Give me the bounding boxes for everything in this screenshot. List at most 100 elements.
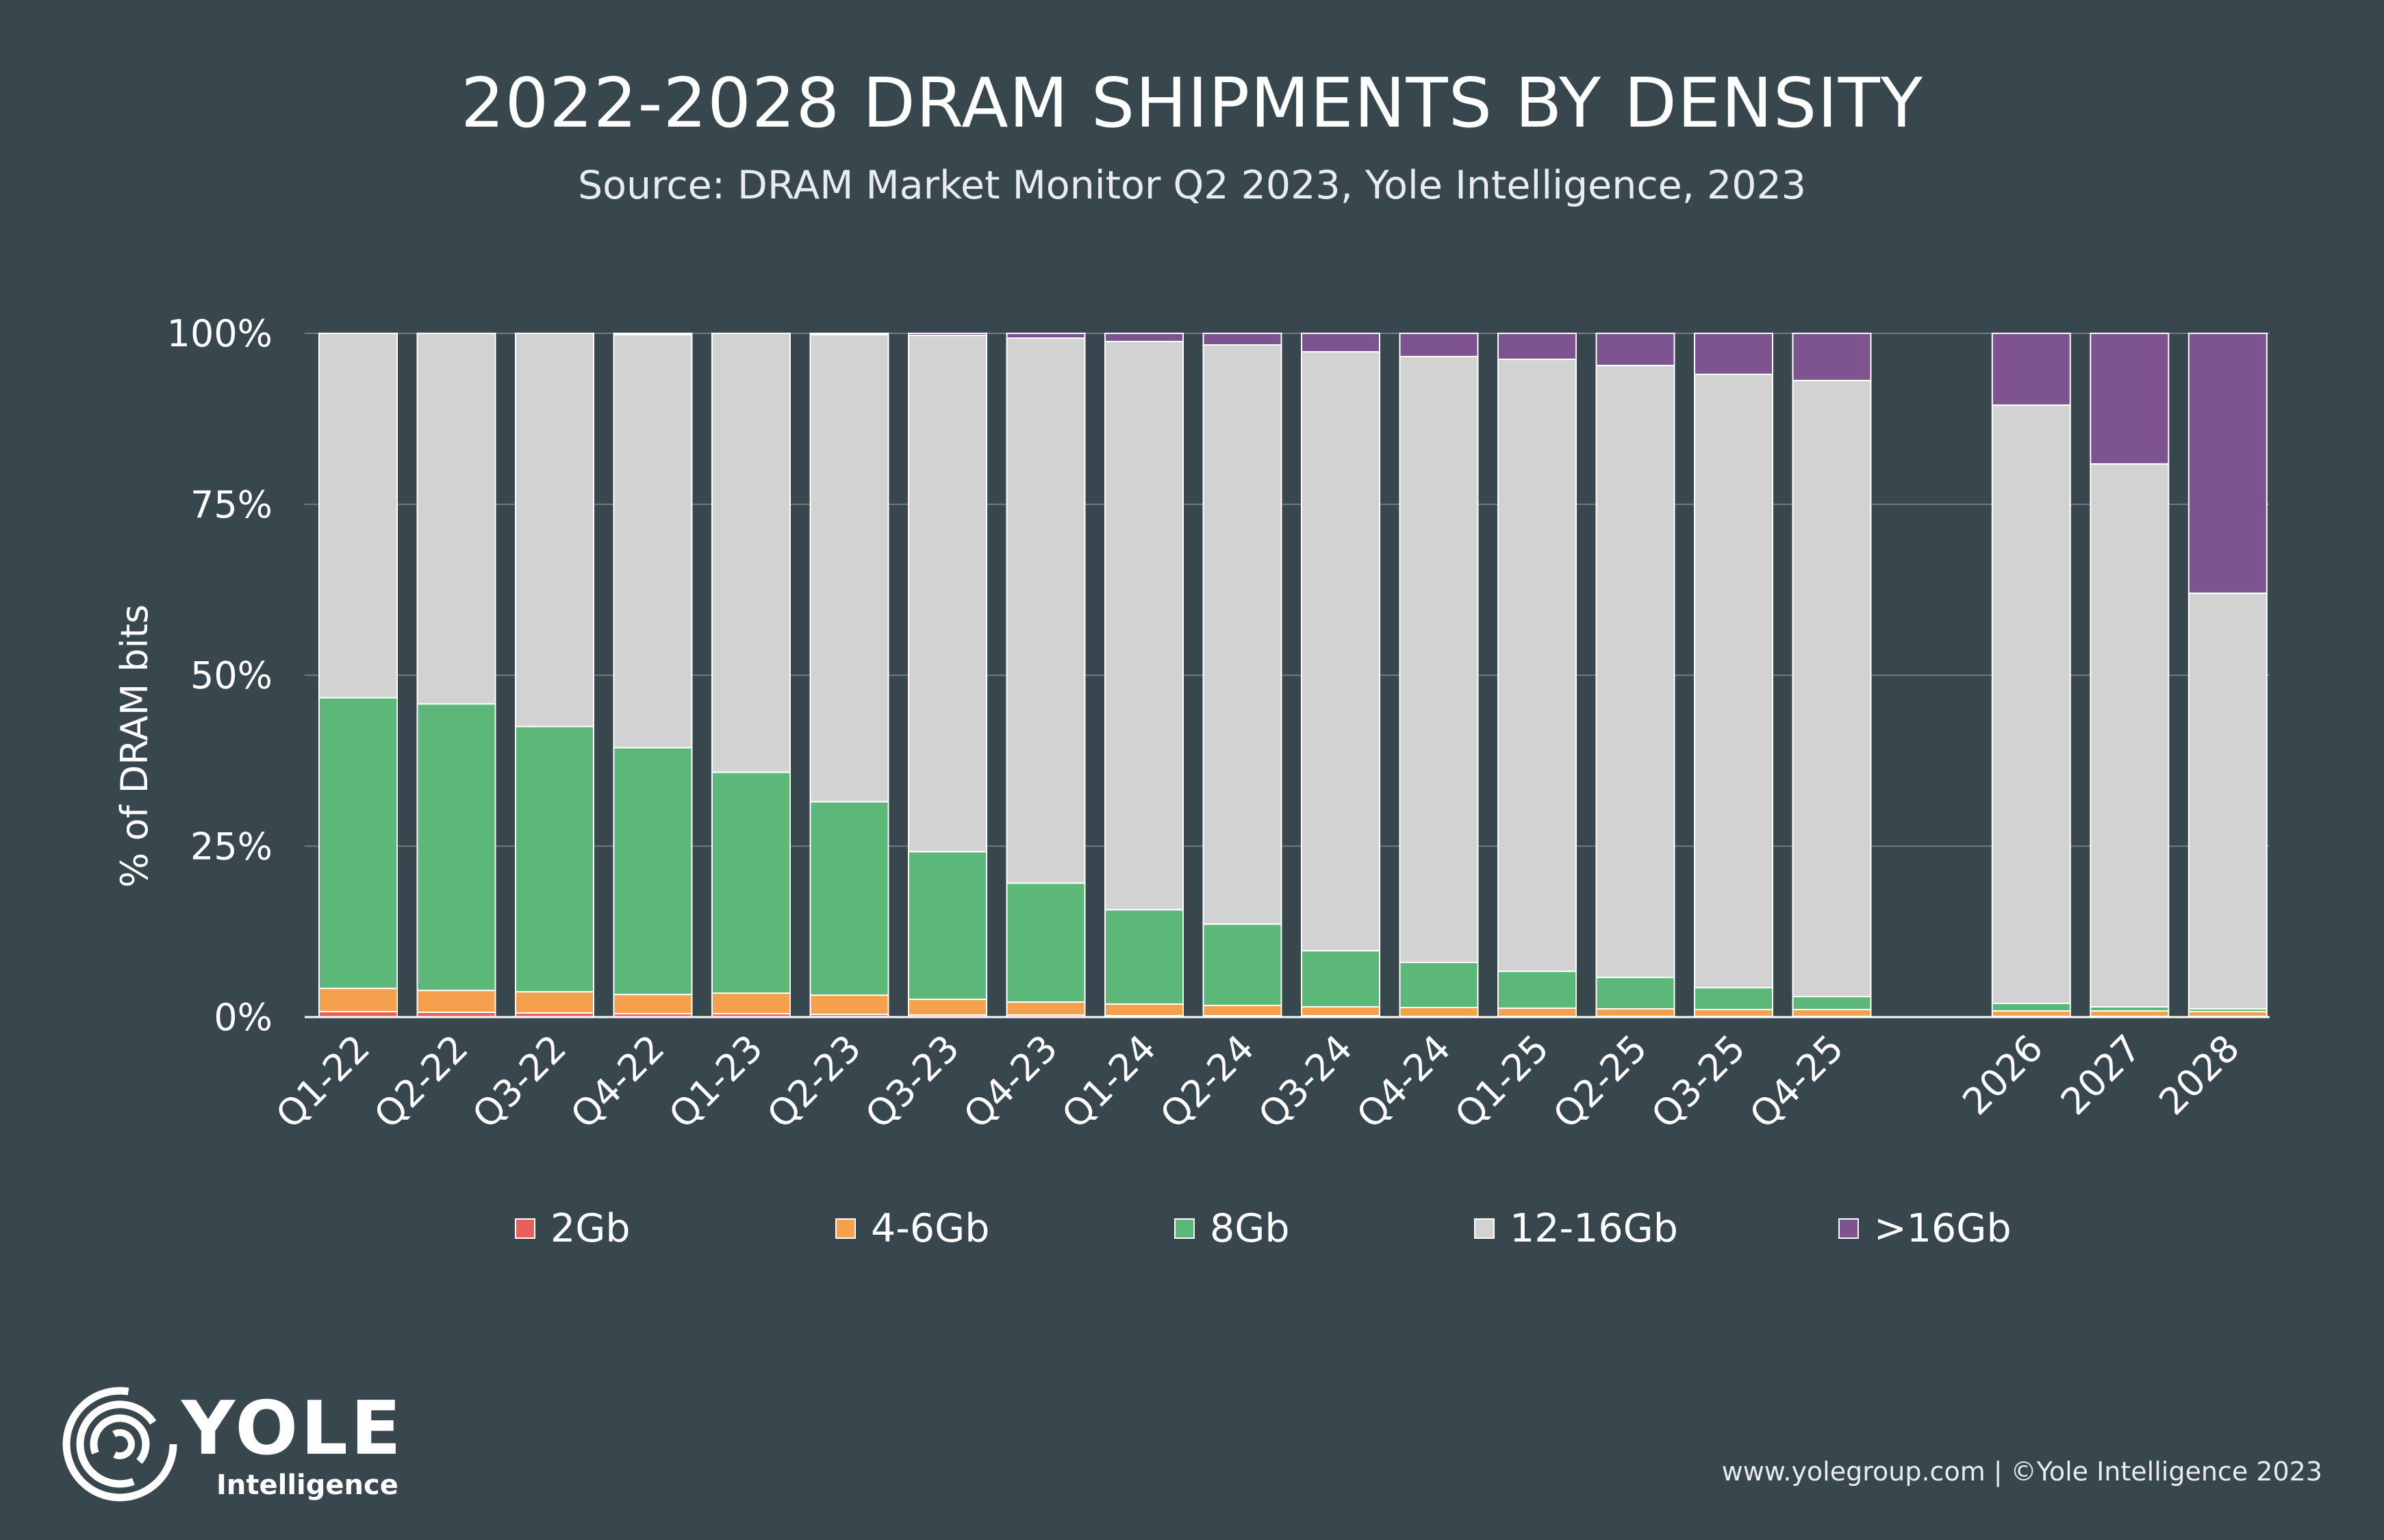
legend: 2Gb 4-6Gb 8Gb 12-16Gb >16Gb [0,1201,2384,1256]
bar-stack [2090,333,2170,1018]
grid-lines [305,333,2270,1018]
bar-stack [515,333,594,1018]
bar-segment [1595,364,1675,979]
bar-segment [1202,333,1282,346]
legend-label: 4-6Gb [871,1206,990,1251]
bar-segment [1104,333,1184,342]
bar-segment [613,994,693,1015]
chart-title: 2022-2028 DRAM SHIPMENTS BY DENSITY [461,63,1923,143]
bar-segment [318,988,398,1013]
bar-segment [1595,1008,1675,1018]
bar-stack [1202,333,1282,1018]
bar-segment [1399,355,1479,964]
chart-subtitle: Source: DRAM Market Monitor Q2 2023, Yol… [577,163,1807,208]
x-tick-label: 2027 [2053,1027,2150,1124]
y-tick-label: 75% [190,483,272,526]
bar-segment [2090,333,2170,465]
x-tick-label: Q4-22 [562,1027,672,1137]
bar-segment [1399,333,1479,357]
bar-segment [711,333,791,773]
legend-label: >16Gb [1874,1206,2012,1251]
yole-logo: YOLE Intelligence [62,1386,418,1509]
bar-segment [1202,344,1282,925]
bar-stack [1006,333,1086,1018]
yole-spiral-icon [62,1387,177,1502]
bar-segment [1991,1003,2071,1012]
x-tick-label: Q1-23 [661,1027,771,1137]
x-tick-label: Q2-25 [1545,1027,1655,1137]
legend-item: 4-6Gb [835,1201,989,1256]
bar-segment [613,333,693,335]
legend-swatch [515,1218,535,1239]
bar-segment [613,333,693,749]
bar-segment [1202,1005,1282,1017]
x-tick-label: Q4-24 [1348,1027,1458,1137]
bar-segment [1301,950,1380,1008]
legend-swatch [835,1218,856,1239]
bar-segment [2188,592,2268,1010]
y-tick-label: 0% [214,996,272,1039]
bars [318,333,2268,1018]
bar-segment [1399,1007,1479,1018]
bar-segment [1301,350,1380,952]
x-tick-label: Q3-22 [464,1027,574,1137]
x-tick-label: Q4-25 [1741,1027,1851,1137]
bar-segment [515,991,594,1014]
x-tick-label: Q3-23 [857,1027,967,1137]
bar-segment [1991,404,2071,1005]
legend-swatch [1174,1218,1195,1239]
bar-stack [416,333,496,1018]
stacked-bar-chart: 0%25%50%75%100% Q1-22Q2-22Q3-22Q4-22Q1-2… [113,312,2270,1137]
bar-segment [809,333,889,335]
legend-swatch [1474,1218,1495,1239]
bar-segment [1595,333,1675,366]
bar-segment [908,851,987,1001]
y-tick-label: 25% [190,825,272,868]
y-axis-label: % of DRAM bits [113,604,156,888]
bar-segment [1694,1009,1773,1018]
bar-segment [613,747,693,996]
bar-segment [2090,1010,2170,1018]
y-axis-ticks: 0% 25% 50% 75% 100% [167,312,272,1039]
bar-stack [908,333,987,1018]
bar-stack [1399,333,1479,1018]
bar-stack [1595,333,1675,1018]
bar-segment [908,334,987,853]
bar-segment [1694,987,1773,1011]
logo-wordmark: YOLE [181,1386,404,1472]
bar-stack [1104,333,1184,1018]
bar-segment [515,726,594,993]
bar-segment [809,994,889,1016]
bar-stack [1792,333,1872,1018]
legend-label: 8Gb [1210,1206,1290,1251]
bar-segment [1006,1001,1086,1016]
bar-segment [809,801,889,997]
legend-item: 2Gb [515,1201,631,1256]
bar-segment [1792,1009,1872,1018]
bar-segment [1991,333,2071,406]
bar-segment [1497,971,1577,1010]
bar-segment [416,333,496,705]
bar-stack [1991,333,2071,1018]
x-axis-ticks: Q1-22Q2-22Q3-22Q4-22Q1-23Q2-23Q3-23Q4-23… [268,1027,2248,1137]
bar-segment [711,992,791,1015]
bar-segment [1694,333,1773,375]
bar-segment [1991,1010,2071,1018]
legend-item: >16Gb [1838,1201,2012,1256]
legend-label: 2Gb [550,1206,631,1251]
bar-segment [809,333,889,803]
bar-segment [1104,1003,1184,1017]
bar-segment [1497,1008,1577,1018]
x-tick-label: Q1-25 [1447,1027,1557,1137]
bar-segment [1792,379,1872,998]
legend-label: 12-16Gb [1510,1206,1678,1251]
x-tick-label: Q2-24 [1152,1027,1262,1137]
bar-segment [1301,333,1380,352]
legend-item: 12-16Gb [1474,1201,1678,1256]
bar-segment [1301,1006,1380,1017]
bar-segment [1104,340,1184,911]
y-tick-label: 50% [190,654,272,697]
bar-stack [318,333,398,1018]
x-tick-label: Q2-23 [759,1027,869,1137]
x-tick-label: Q1-22 [268,1027,378,1137]
